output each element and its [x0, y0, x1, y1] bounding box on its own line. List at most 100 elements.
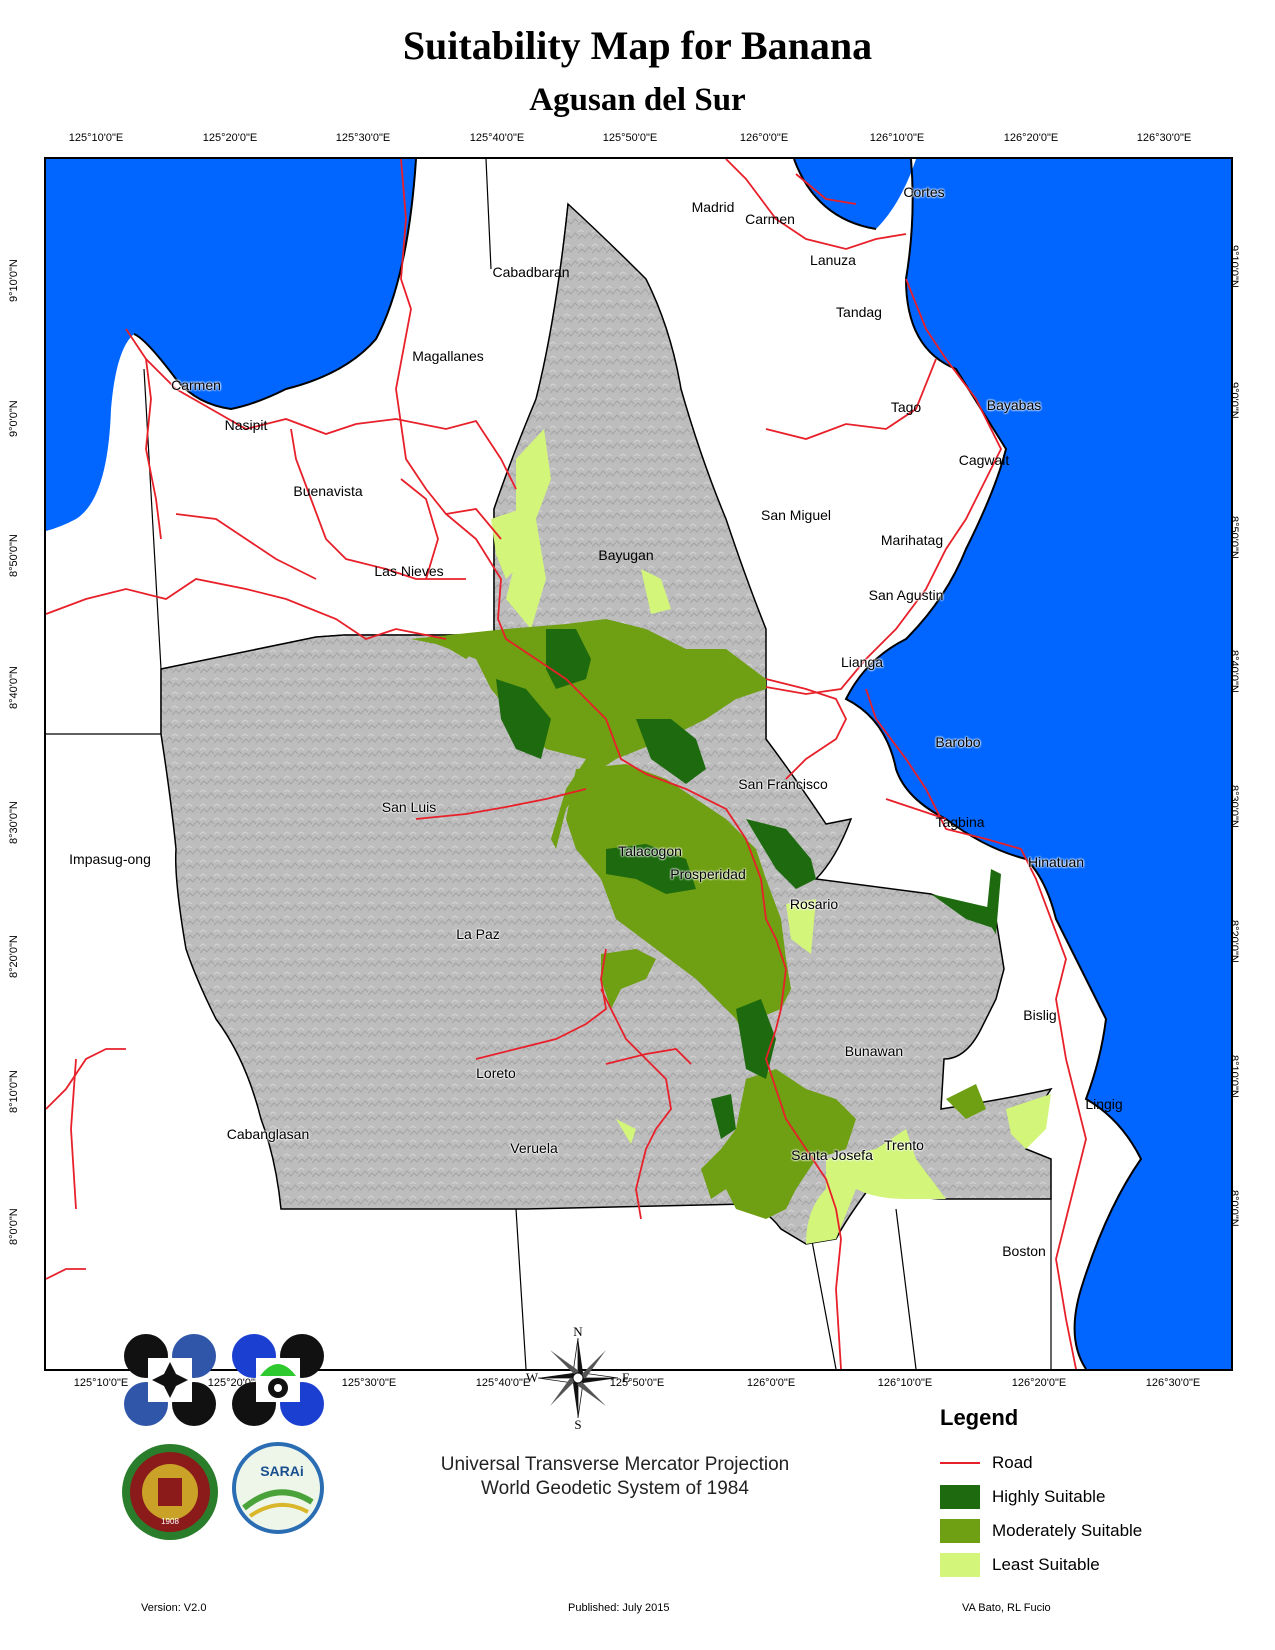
least-suitable-patch [491, 509, 526, 579]
compass-e: E [622, 1370, 630, 1385]
lon-tick-top: 125°20'0"E [202, 132, 258, 144]
lon-tick-top: 125°30'0"E [335, 132, 391, 144]
published-text: Published: July 2015 [568, 1602, 670, 1614]
lon-tick-top: 125°10'0"E [68, 132, 124, 144]
road [70, 1058, 77, 1210]
sarai-logo: SARAi [232, 1442, 324, 1534]
place-label: Nasipit [224, 417, 268, 433]
place-label: Lianga [840, 654, 884, 670]
place-label: San Francisco [738, 776, 828, 792]
moderately-suitable-patch [566, 764, 791, 1039]
place-label: Hinatuan [1027, 854, 1085, 870]
least-suitable-patch [641, 569, 671, 614]
least-suitable-patch [1006, 1094, 1051, 1149]
lon-tick-bottom: 125°30'0"E [341, 1377, 397, 1389]
place-label: Impasug-ong [69, 851, 151, 867]
legend-label: Moderately Suitable [992, 1521, 1143, 1540]
road [290, 428, 466, 580]
place-label: Bayabas [986, 397, 1042, 413]
map-subtitle: Agusan del Sur [529, 82, 746, 118]
up-seal-year: 1908 [161, 1517, 179, 1526]
place-label: Tandag [836, 304, 882, 320]
place-label: San Miguel [760, 507, 832, 523]
moderately-suitable-patch [411, 619, 766, 849]
map-title: Suitability Map for Banana [402, 23, 873, 68]
up-seal-logo: 1908 [122, 1444, 218, 1540]
map-frame[interactable]: Cortes Madrid Carmen Lanuza Cabadbaran T… [44, 157, 1233, 1371]
lon-tick-top: 126°20'0"E [1003, 132, 1059, 144]
place-label: La Paz [456, 926, 500, 942]
least-suitable-swatch [940, 1553, 980, 1577]
road [46, 1268, 86, 1280]
road [445, 508, 502, 540]
lat-tick-left: 8°50'0"N [8, 534, 20, 577]
place-label: Cagwait [958, 452, 1010, 468]
place-label: Talacogon [618, 843, 682, 859]
lon-tick-bottom: 126°30'0"E [1145, 1377, 1201, 1389]
road [175, 513, 317, 580]
place-label: Lanuza [810, 252, 856, 268]
road [600, 988, 672, 1220]
map-canvas[interactable] [46, 159, 1231, 1369]
place-label: Lingig [1085, 1096, 1123, 1112]
lon-tick-bottom: 125°50'0"E [609, 1377, 665, 1389]
least-suitable-patch [616, 1119, 636, 1144]
lat-tick-left: 9°10'0"N [8, 259, 20, 302]
legend-label: Road [992, 1453, 1033, 1472]
road [765, 678, 848, 780]
road [765, 358, 937, 440]
place-label: Rosario [789, 896, 839, 912]
road [400, 478, 439, 580]
place-label: Santa Josefa [791, 1147, 873, 1163]
lon-tick-bottom: 126°20'0"E [1011, 1377, 1067, 1389]
north-arrow-compass: N S E W [526, 1326, 630, 1430]
moderately-suitable-swatch [940, 1519, 980, 1543]
lon-tick-bottom: 125°10'0"E [73, 1377, 129, 1389]
place-label: Las Nieves [374, 563, 444, 579]
road [395, 159, 842, 1369]
place-label: Bunawan [844, 1043, 904, 1059]
moderately-suitable-areas [411, 619, 986, 1219]
place-label: Barobo [935, 734, 981, 750]
place-label: Loreto [476, 1065, 516, 1081]
least-suitable-patch [806, 1129, 946, 1244]
place-label: Prosperidad [670, 866, 746, 882]
place-label: Boston [1002, 1243, 1046, 1259]
place-label: Cabadbaran [492, 264, 570, 280]
lat-tick-left: 8°30'0"N [8, 801, 20, 844]
projection-line-2: World Geodetic System of 1984 [481, 1478, 749, 1499]
place-label: Veruela [510, 1140, 558, 1156]
lat-tick-left: 9°0'0"N [8, 400, 20, 437]
place-label: Cortes [903, 184, 945, 200]
place-label: Tagbina [935, 814, 985, 830]
lat-tick-left: 8°40'0"N [8, 666, 20, 709]
dost-pcaarrd-logo [232, 1334, 324, 1426]
place-label: Bayugan [598, 547, 654, 563]
roads [46, 159, 1087, 1369]
road [46, 578, 447, 640]
road [725, 159, 907, 250]
compass-s: S [574, 1417, 581, 1430]
road [415, 788, 587, 820]
road [605, 1048, 692, 1065]
lon-tick-top: 126°0'0"E [739, 132, 789, 144]
lat-tick-left: 8°0'0"N [8, 1208, 20, 1245]
road [765, 278, 1003, 695]
legend-item-highly-suitable: Highly Suitable [940, 1484, 1105, 1510]
place-label: Cabanglasan [226, 1126, 310, 1142]
road [125, 328, 517, 490]
sea-pacific [794, 159, 1231, 1369]
place-label: Madrid [691, 199, 735, 215]
lon-tick-bottom: 126°10'0"E [877, 1377, 933, 1389]
place-label: Magallanes [412, 348, 484, 364]
lat-tick-left: 8°20'0"N [8, 935, 20, 978]
legend-label: Least Suitable [992, 1555, 1100, 1574]
moderately-suitable-patch [946, 1084, 986, 1119]
moderately-suitable-patch [601, 949, 656, 1009]
lon-tick-top: 126°30'0"E [1136, 132, 1192, 144]
version-text: Version: V2.0 [141, 1602, 207, 1614]
lon-tick-bottom: 125°40'0"E [475, 1377, 531, 1389]
road [865, 688, 1087, 1369]
highly-suitable-patch [606, 844, 696, 894]
highly-suitable-patch [746, 819, 816, 889]
